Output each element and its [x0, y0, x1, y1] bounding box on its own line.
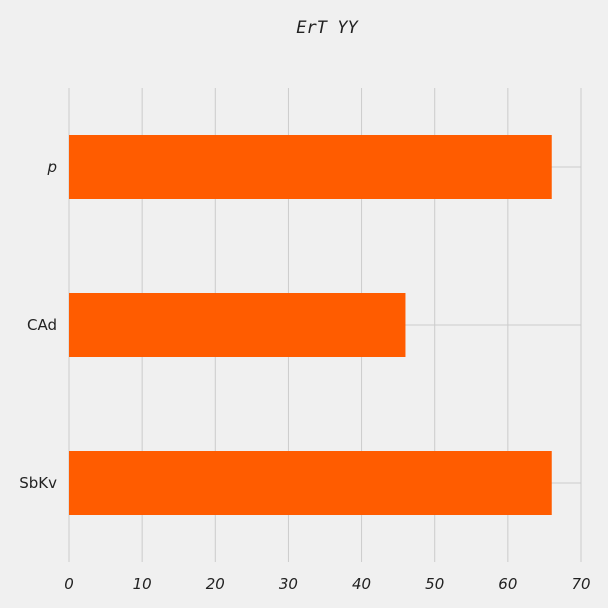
- y-tick-labels: p CAd SbKv: [19, 158, 57, 492]
- y-tick-label: p: [46, 158, 57, 176]
- x-tick-label: 70: [571, 575, 590, 593]
- bars-group: [69, 135, 552, 515]
- chart-title: ErT YY: [296, 18, 359, 38]
- bar-sbkv: [69, 451, 552, 515]
- x-tick-labels: 0 10 20 30 40 50 60 70: [64, 575, 590, 593]
- y-tick-label: SbKv: [19, 474, 57, 492]
- x-tick-label: 30: [279, 575, 298, 593]
- x-tick-label: 20: [206, 575, 225, 593]
- x-tick-label: 40: [352, 575, 371, 593]
- y-tick-label: CAd: [27, 316, 57, 334]
- bar-p: [69, 135, 552, 199]
- x-tick-label: 50: [425, 575, 444, 593]
- bar-cad: [69, 293, 406, 357]
- x-tick-label: 0: [64, 575, 74, 593]
- x-tick-label: 10: [133, 575, 152, 593]
- x-tick-label: 60: [498, 575, 517, 593]
